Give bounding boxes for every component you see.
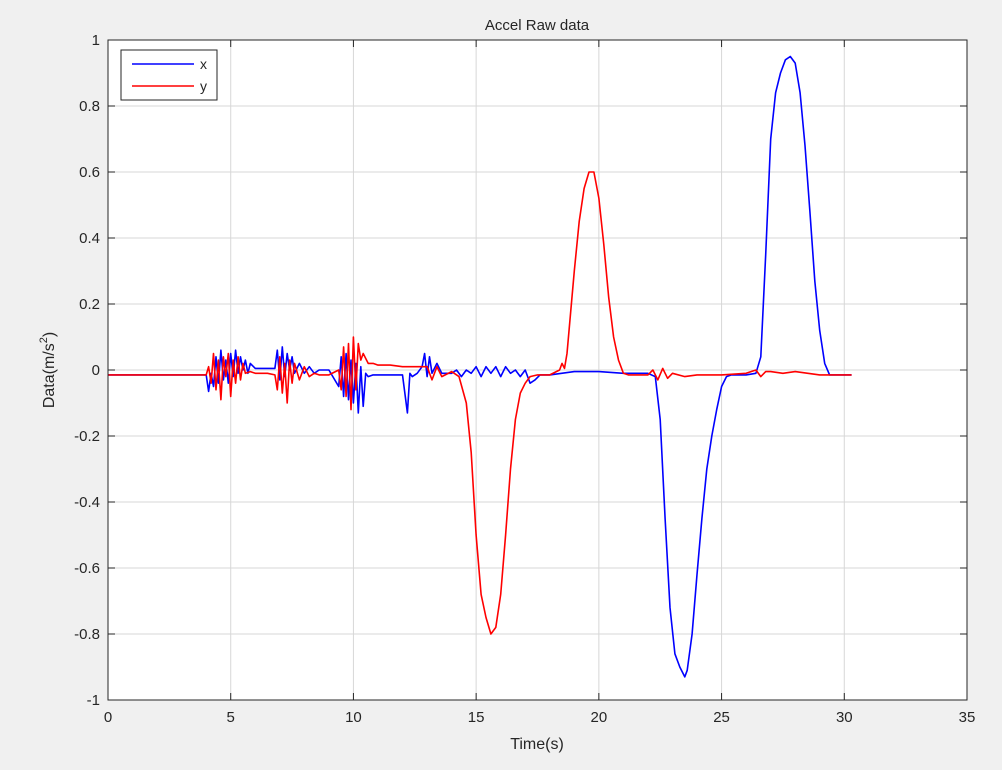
y-tick-label: 0.6	[79, 164, 100, 181]
x-tick-label: 25	[713, 709, 730, 726]
y-axis-label-close: )	[41, 332, 58, 337]
x-tick-label: 5	[227, 709, 235, 726]
x-axis-label: Time(s)	[510, 736, 564, 753]
y-tick-label: -0.4	[74, 494, 100, 511]
x-tick-label: 35	[959, 709, 976, 726]
y-tick-label: -1	[87, 692, 100, 709]
y-tick-label: 0.4	[79, 230, 100, 247]
series-line-x	[108, 55, 852, 678]
y-axis-label: Data(m/s2)	[38, 332, 58, 408]
y-tick-label: 0.2	[79, 296, 100, 313]
y-tick-label: 0.8	[79, 98, 100, 115]
chart-title: Accel Raw data	[485, 17, 590, 34]
x-tick-label: 15	[468, 709, 485, 726]
x-tick-label: 0	[104, 709, 112, 726]
y-tick-label: -0.2	[74, 428, 100, 445]
legend: x y	[120, 49, 218, 101]
y-tick-label: 0	[92, 362, 100, 379]
y-tick-label: -0.6	[74, 560, 100, 577]
x-tick-label: 30	[836, 709, 853, 726]
legend-label-y: y	[200, 78, 207, 94]
series-lines	[108, 55, 852, 678]
legend-box	[120, 49, 218, 101]
y-tick-label: 1	[92, 32, 100, 49]
y-axis-label-superscript: 2	[38, 337, 50, 343]
legend-label-x: x	[200, 56, 207, 72]
y-tick-label: -0.8	[74, 626, 100, 643]
x-tick-label: 20	[591, 709, 608, 726]
grid	[108, 40, 967, 700]
y-axis-label-main: Data(m/s	[41, 343, 58, 408]
x-tick-label: 10	[345, 709, 362, 726]
series-line-y	[108, 171, 852, 635]
axis-ticks: 0 5 10 15 20 25 30 35 -1 -0.8 -0.6 -0.4 -0.2 0 0.2 0.4 0…	[74, 32, 975, 726]
